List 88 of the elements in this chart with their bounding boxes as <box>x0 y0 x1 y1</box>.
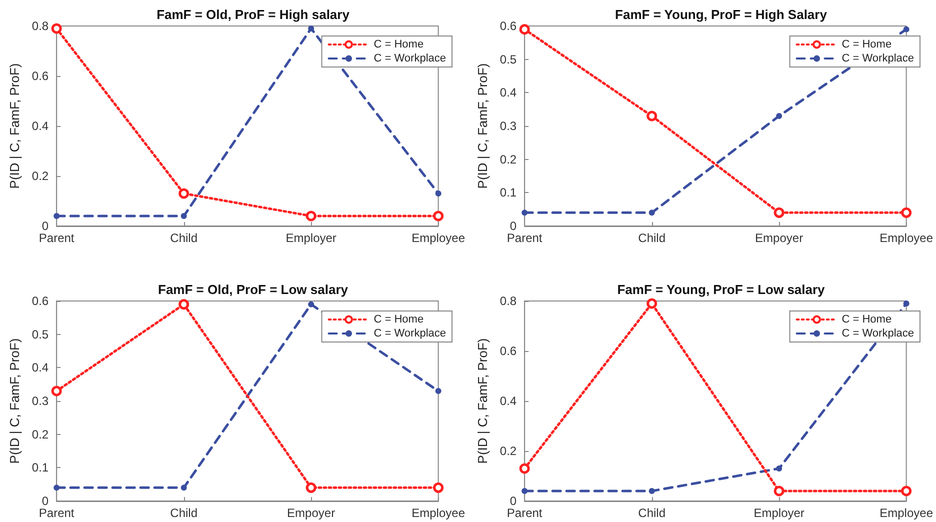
x-tick-label: Child <box>170 506 198 520</box>
point <box>306 482 316 493</box>
y-tick-label: 0.8 <box>32 19 49 33</box>
point <box>776 113 782 119</box>
x-tick-label: Empoyer <box>287 506 336 520</box>
legend-label: C = Home <box>374 314 424 326</box>
x-tick-label: Employee <box>880 506 934 520</box>
point <box>519 463 530 474</box>
point <box>776 466 782 472</box>
y-tick-label: 0.4 <box>500 394 517 408</box>
point <box>180 213 187 219</box>
legend-label: C = Home <box>842 314 892 326</box>
legend-label: C = Workplace <box>374 52 446 64</box>
point <box>435 388 442 394</box>
y-tick-label: 0 <box>510 494 517 508</box>
legend-label: C = Home <box>374 38 424 50</box>
chart-title: FamF = Old, ProF = High salary <box>156 7 350 22</box>
point <box>178 188 190 199</box>
x-tick-label: Parent <box>38 231 75 245</box>
y-tick-label: 0.6 <box>500 19 517 33</box>
y-tick-label: 0 <box>42 494 49 508</box>
point <box>646 298 658 309</box>
x-tick-label: Empoyer <box>755 231 804 245</box>
y-tick-label: 0.2 <box>32 427 49 442</box>
y-tick-label: 0.4 <box>32 119 49 133</box>
point <box>435 190 442 196</box>
x-tick-label: Employee <box>412 506 466 520</box>
point <box>774 486 784 496</box>
x-tick-label: Employer <box>286 231 336 245</box>
chart-title: FamF = Young, ProF = Low salary <box>617 282 826 297</box>
point <box>306 210 316 222</box>
chart-title: FamF = Young, ProF = High Salary <box>615 7 828 22</box>
legend-label: C = Home <box>842 38 892 50</box>
point <box>433 482 444 493</box>
point <box>308 26 314 32</box>
x-tick-label: Child <box>638 506 666 520</box>
point <box>180 484 187 491</box>
point <box>901 207 912 218</box>
y-tick-label: 0.2 <box>500 444 517 458</box>
x-tick-label: Employee <box>880 231 934 245</box>
y-axis-title: P(ID | C, FamF, ProF) <box>475 338 490 464</box>
y-tick-label: 0.8 <box>500 294 517 308</box>
point <box>54 484 60 491</box>
x-tick-label: Parent <box>506 506 543 520</box>
y-tick-label: 0 <box>510 219 517 233</box>
point <box>901 486 912 496</box>
point <box>522 488 528 494</box>
x-tick-label: Parent <box>506 231 543 245</box>
y-tick-label: 0.2 <box>32 169 49 183</box>
y-axis-title: P(ID | C, FamF, ProF) <box>7 63 22 189</box>
x-tick-label: Employer <box>754 506 804 520</box>
y-tick-label: 0.6 <box>32 294 49 308</box>
y-tick-label: 0.6 <box>500 344 517 358</box>
point <box>648 210 655 216</box>
x-tick-label: Parent <box>38 506 75 520</box>
y-tick-label: 0.3 <box>500 119 517 133</box>
point <box>178 299 190 310</box>
point <box>308 301 314 308</box>
point <box>646 110 658 122</box>
point <box>54 213 60 219</box>
y-tick-label: 0.5 <box>32 327 49 342</box>
y-axis-title: P(ID | C, FamF, ProF) <box>7 338 22 464</box>
y-tick-label: 0 <box>42 219 49 233</box>
x-tick-label: Child <box>170 231 198 245</box>
legend-label: C = Workplace <box>374 328 446 340</box>
point <box>519 24 530 35</box>
y-tick-label: 0.1 <box>32 460 49 475</box>
chart-title: FamF = Old, ProF = Low salary <box>158 282 349 297</box>
point <box>903 300 910 306</box>
point <box>774 207 784 218</box>
point <box>648 488 655 494</box>
y-tick-label: 0.2 <box>500 152 517 166</box>
y-tick-label: 0.3 <box>32 394 49 408</box>
y-tick-label: 0.5 <box>500 52 517 66</box>
point <box>51 23 62 34</box>
y-tick-label: 0.1 <box>500 186 517 200</box>
y-tick-label: 0.6 <box>32 69 49 83</box>
x-tick-label: Employee <box>412 231 466 245</box>
y-tick-label: 0.4 <box>500 86 517 100</box>
point <box>433 210 444 222</box>
legend-label: C = Workplace <box>842 328 914 340</box>
legend-label: C = Workplace <box>842 52 914 64</box>
point <box>51 386 62 396</box>
point <box>522 210 528 216</box>
x-tick-label: Child <box>638 231 666 245</box>
point <box>903 26 910 32</box>
y-axis-title: P(ID | C, FamF, ProF) <box>475 63 490 189</box>
y-tick-label: 0.4 <box>32 360 49 375</box>
